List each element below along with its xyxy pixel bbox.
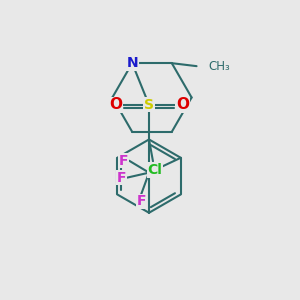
Text: F: F xyxy=(136,194,146,208)
Text: F: F xyxy=(117,171,126,184)
Text: Cl: Cl xyxy=(148,163,162,177)
Text: O: O xyxy=(176,97,189,112)
Text: S: S xyxy=(144,98,154,112)
Text: N: N xyxy=(126,56,138,70)
Text: O: O xyxy=(109,97,122,112)
Text: F: F xyxy=(118,154,128,168)
Text: CH₃: CH₃ xyxy=(208,60,230,73)
